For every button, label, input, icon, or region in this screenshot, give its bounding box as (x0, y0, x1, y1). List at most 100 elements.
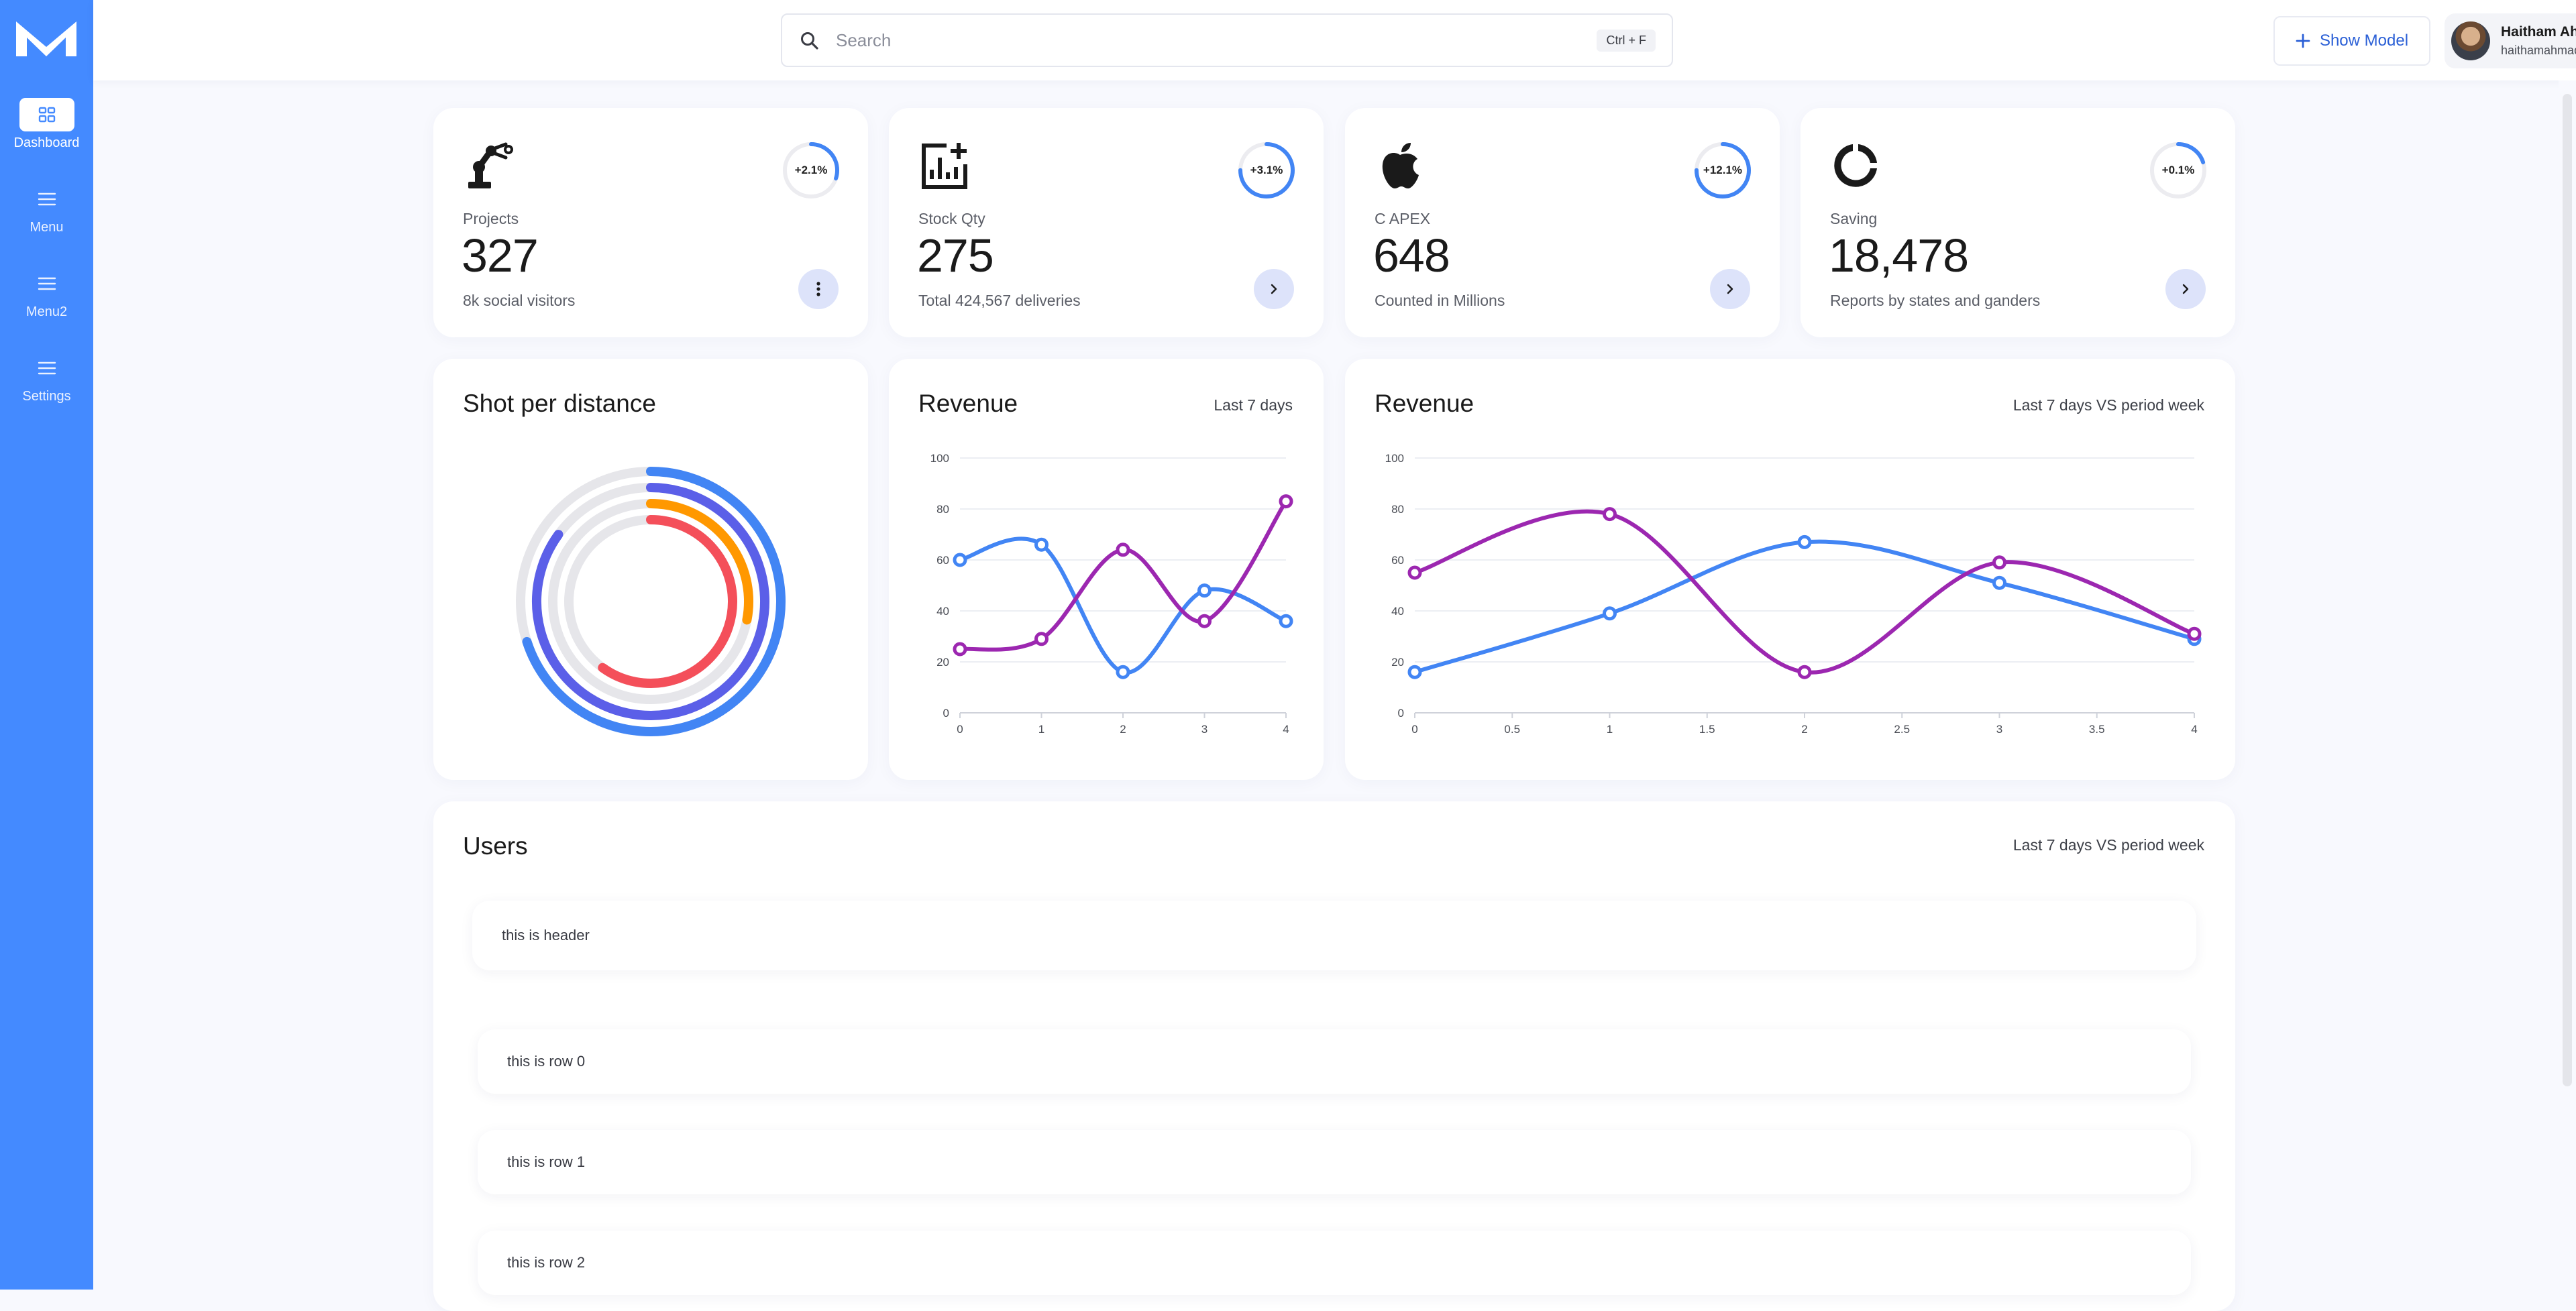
x-tick-label: 4 (1283, 723, 1289, 736)
radial-bar-3 (598, 515, 737, 688)
sidebar-item-label: Menu (30, 220, 64, 235)
x-tick-label: 0 (957, 723, 963, 736)
x-tick-label: 0 (1411, 723, 1417, 736)
x-tick-label: 1 (1607, 723, 1613, 736)
data-point[interactable] (1116, 543, 1130, 557)
show-model-label: Show Model (2319, 32, 2409, 50)
chevron-right-icon (1727, 284, 1733, 294)
x-tick-label: 2.5 (1894, 723, 1910, 736)
y-tick-label: 100 (1385, 452, 1404, 465)
x-tick-label: 3.5 (2089, 723, 2105, 736)
app-logo[interactable] (13, 19, 79, 59)
stat-subtitle: Reports by states and ganders (1830, 292, 2041, 309)
plus-icon (2296, 34, 2310, 48)
table-row[interactable]: this is row 1 (478, 1130, 2191, 1194)
series-line-0 (958, 536, 1288, 675)
sidebar-item-settings[interactable]: Settings (0, 351, 93, 404)
data-point[interactable] (1603, 606, 1617, 621)
y-tick-label: 20 (936, 656, 949, 669)
data-point[interactable] (1197, 583, 1212, 598)
user-menu[interactable]: Haitham Ahmed haithamahmad16... (2445, 13, 2576, 68)
stat-value: 648 (1373, 229, 1450, 282)
data-point[interactable] (1603, 507, 1617, 522)
x-tick-label: 2 (1801, 723, 1807, 736)
change-badge: +2.1% (794, 164, 828, 176)
data-point[interactable] (953, 642, 967, 657)
search-input[interactable]: Search Ctrl + F (781, 13, 1673, 67)
x-tick-label: 1.5 (1699, 723, 1715, 736)
period-label: Last 7 days VS period week (2012, 396, 2204, 414)
sidebar-item-menu2[interactable]: Menu2 (0, 267, 93, 320)
user-name: Haitham Ahmed (2501, 24, 2576, 40)
table-row[interactable]: this is row 2 (478, 1231, 2191, 1295)
data-point[interactable] (1279, 614, 1293, 628)
grid-icon (19, 98, 74, 131)
sidebar-item-menu[interactable]: Menu (0, 182, 93, 235)
data-point[interactable] (1116, 665, 1130, 679)
stat-value: 275 (917, 229, 994, 282)
open-button[interactable] (1254, 269, 1294, 309)
y-tick-label: 40 (1391, 605, 1404, 618)
stat-label: Projects (463, 210, 519, 227)
data-point[interactable] (953, 553, 967, 567)
chevron-right-icon (1271, 284, 1277, 294)
x-tick-label: 0.5 (1504, 723, 1520, 736)
add-chart-icon (922, 143, 967, 189)
avatar (2451, 21, 2490, 60)
more-options-button[interactable] (798, 269, 839, 309)
y-tick-label: 60 (936, 554, 949, 567)
table-row[interactable]: this is row 0 (478, 1029, 2191, 1094)
donut-icon (1834, 144, 1877, 187)
stat-label: C APEX (1375, 210, 1431, 227)
robot-arm-icon (468, 142, 513, 188)
scrollbar-thumb[interactable] (2563, 94, 2572, 1086)
data-point[interactable] (1797, 665, 1812, 679)
open-button[interactable] (2165, 269, 2206, 309)
stat-subtitle: Counted in Millions (1375, 292, 1505, 309)
stat-label: Stock Qty (918, 210, 985, 227)
users-card: Users Last 7 days VS period week this is… (433, 801, 2235, 1311)
x-tick-label: 2 (1120, 723, 1126, 736)
page-scrollbar[interactable] (2559, 80, 2576, 1290)
search-shortcut-badge: Ctrl + F (1597, 30, 1656, 52)
show-model-button[interactable]: Show Model (2273, 16, 2430, 66)
revenue-card-large: Revenue Last 7 days VS period week 0 20 40… (1345, 359, 2235, 780)
revenue-comparison-chart: 0 20 40 60 80 100 0 0.5 1 1.5 2 2.5 3 3.5 4 (1385, 452, 2202, 736)
data-point[interactable] (1407, 665, 1422, 679)
stat-card-c-apex: +12.1% C APEX 648 Counted in Millions (1345, 108, 1780, 337)
stat-card-saving: +0.1% Saving 18,478 Reports by states an… (1801, 108, 2235, 337)
stat-value: 18,478 (1829, 229, 1969, 282)
y-tick-label: 0 (943, 707, 949, 720)
data-point[interactable] (1034, 537, 1049, 552)
stat-card-stock-qty: +3.1% Stock Qty 275 Total 424,567 delive… (889, 108, 1324, 337)
change-badge: +12.1% (1703, 164, 1743, 176)
y-tick-label: 20 (1391, 656, 1404, 669)
y-tick-label: 100 (930, 452, 949, 465)
data-point[interactable] (2187, 626, 2202, 641)
top-bar: Search Ctrl + F Show Model Haitham Ahmed… (93, 0, 2576, 80)
radial-bar-1 (532, 483, 769, 720)
progress-ring (2150, 142, 2206, 198)
apple-icon (1382, 143, 1419, 188)
sidebar-item-label: Dashboard (13, 135, 80, 150)
data-point[interactable] (1992, 555, 2006, 570)
sidebar: Dashboard Menu Menu2 Settings (0, 0, 93, 1290)
shot-per-distance-card: Shot per distance (433, 359, 868, 780)
data-point[interactable] (1034, 632, 1049, 646)
card-title: Shot per distance (463, 390, 656, 417)
period-label: Last 7 days (1214, 396, 1293, 414)
radial-bar-0 (522, 467, 786, 736)
open-button[interactable] (1710, 269, 1750, 309)
progress-ring (1695, 142, 1751, 198)
more-vertical-icon (816, 282, 820, 296)
sidebar-item-dashboard[interactable]: Dashboard (0, 98, 93, 151)
data-point[interactable] (1279, 494, 1293, 509)
data-point[interactable] (1197, 614, 1212, 628)
radial-bar-chart (516, 467, 786, 736)
data-point[interactable] (1797, 534, 1812, 549)
x-tick-label: 3 (1201, 723, 1208, 736)
data-point[interactable] (1407, 565, 1422, 580)
data-point[interactable] (1992, 575, 2006, 590)
stat-card-projects: +2.1% Projects 327 8k social visitors (433, 108, 868, 337)
x-tick-label: 3 (1996, 723, 2002, 736)
